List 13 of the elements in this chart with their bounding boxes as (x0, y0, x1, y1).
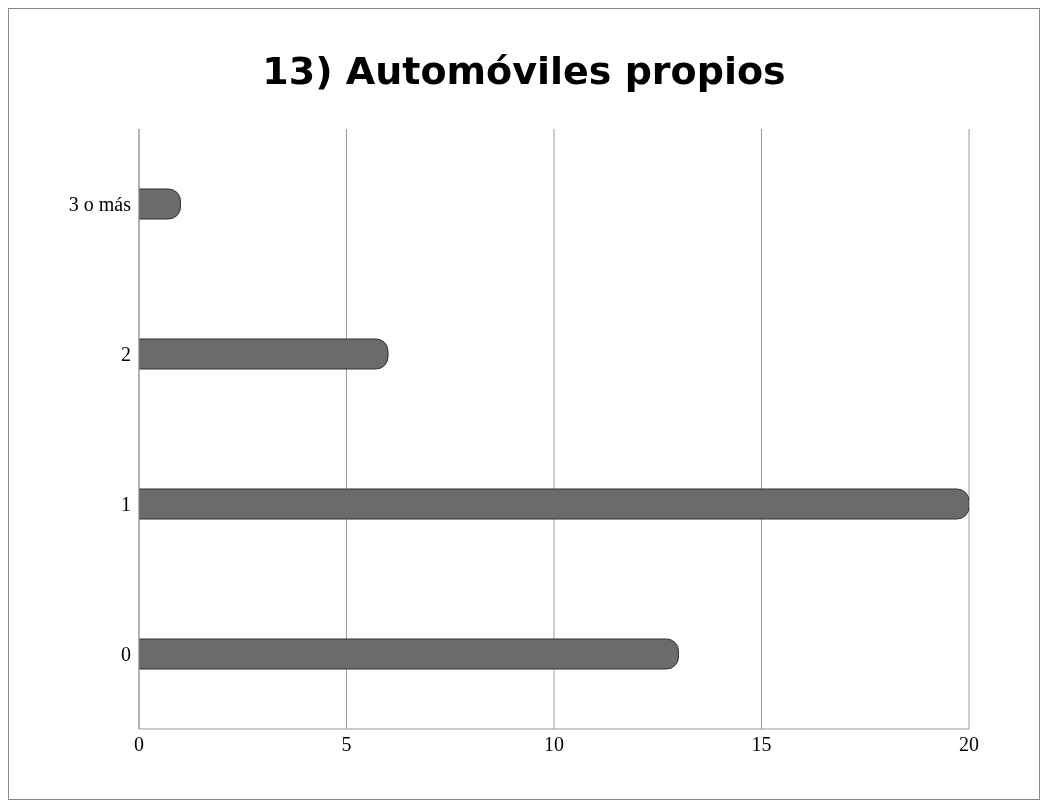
y-tick-label: 3 o más (68, 193, 132, 216)
x-tick-label: 20 (959, 733, 979, 756)
y-tick-label: 0 (121, 643, 131, 666)
bar (139, 488, 969, 520)
bar (139, 638, 679, 670)
bar (139, 188, 181, 220)
x-tick-label: 15 (751, 733, 772, 756)
chart-title: 13) Automóviles propios (261, 48, 787, 95)
bar (139, 338, 389, 370)
y-tick-label: 2 (121, 343, 131, 366)
x-tick-label: 5 (341, 733, 352, 756)
x-tick-label: 10 (544, 733, 564, 756)
y-tick-label: 1 (121, 493, 131, 516)
